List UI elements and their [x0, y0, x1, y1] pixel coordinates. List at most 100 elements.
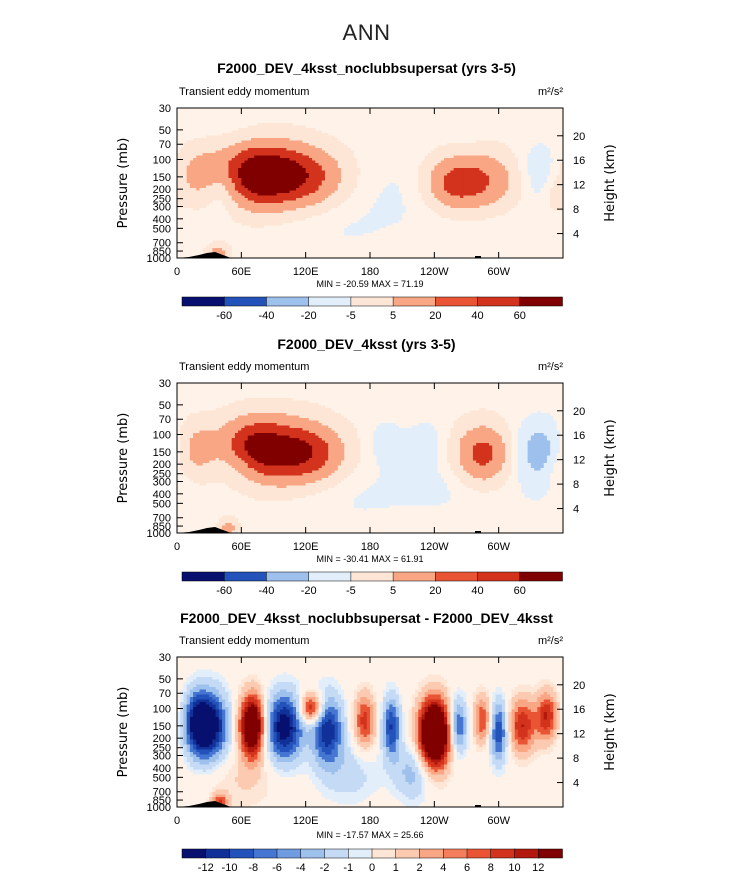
field-cell	[337, 130, 342, 134]
field-cell	[318, 158, 323, 162]
field-cell	[398, 168, 403, 172]
field-cell	[244, 148, 249, 152]
field-cell	[363, 133, 368, 137]
field-cell	[402, 173, 406, 177]
field-cell	[508, 133, 513, 137]
field-cell	[199, 163, 204, 167]
field-cell	[360, 130, 365, 134]
field-cell	[308, 210, 313, 214]
field-cell	[498, 185, 503, 189]
field-cell	[205, 208, 210, 212]
field-cell	[553, 125, 558, 129]
field-cell	[498, 158, 503, 162]
field-cell	[276, 173, 281, 177]
field-cell	[347, 183, 352, 187]
field-cell	[202, 198, 207, 202]
field-cell	[366, 125, 371, 129]
field-cell	[363, 208, 368, 212]
field-cell	[469, 200, 474, 204]
field-cell	[347, 143, 352, 147]
field-cell	[501, 123, 506, 127]
field-cell	[534, 163, 538, 167]
field-cell	[257, 190, 262, 194]
field-cell	[501, 113, 506, 117]
field-cell	[498, 143, 503, 147]
field-cell	[443, 155, 448, 159]
field-cell	[521, 185, 525, 189]
field-cell	[292, 150, 297, 154]
field-cell	[305, 143, 310, 147]
field-cell	[283, 140, 287, 144]
field-cell	[347, 148, 352, 152]
field-cell	[347, 118, 352, 122]
field-cell	[495, 118, 500, 122]
field-cell	[260, 193, 265, 197]
field-cell	[260, 138, 265, 142]
field-cell	[177, 180, 181, 184]
field-cell	[408, 153, 413, 157]
field-cell	[292, 110, 297, 114]
field-cell	[186, 128, 191, 132]
field-cell	[350, 143, 355, 147]
field-cell	[463, 128, 468, 132]
field-cell	[556, 198, 561, 202]
field-cell	[501, 163, 506, 167]
field-cell	[225, 150, 230, 154]
field-cell	[324, 163, 329, 167]
field-cell	[289, 173, 294, 177]
field-cell	[180, 155, 185, 159]
field-cell	[546, 180, 551, 184]
field-cell	[386, 160, 390, 164]
field-cell	[363, 163, 368, 167]
field-cell	[370, 185, 374, 189]
field-cell	[485, 170, 490, 174]
field-cell	[183, 145, 188, 149]
field-cell	[334, 203, 339, 207]
field-cell	[386, 110, 390, 114]
field-cell	[344, 200, 349, 204]
field-cell	[267, 148, 271, 152]
field-cell	[476, 198, 480, 202]
field-cell	[373, 155, 378, 159]
field-cell	[260, 113, 265, 117]
field-cell	[234, 203, 239, 207]
field-cell	[398, 208, 403, 212]
field-cell	[363, 143, 368, 147]
field-cell	[231, 203, 236, 207]
field-cell	[418, 160, 423, 164]
field-cell	[363, 198, 368, 202]
field-cell	[270, 185, 275, 189]
field-cell	[431, 165, 435, 169]
field-cell	[234, 180, 239, 184]
field-cell	[350, 145, 355, 149]
field-cell	[392, 120, 397, 124]
field-cell	[489, 120, 493, 124]
field-cell	[370, 178, 374, 182]
field-cell	[350, 160, 355, 164]
field-cell	[180, 205, 185, 209]
field-cell	[267, 163, 271, 167]
field-cell	[337, 125, 342, 129]
field-cell	[421, 180, 426, 184]
field-cell	[482, 110, 487, 114]
field-cell	[222, 108, 226, 112]
field-cell	[424, 143, 429, 147]
field-cell	[440, 198, 445, 202]
field-plot-1	[177, 108, 563, 258]
field-cell	[234, 140, 239, 144]
field-cell	[405, 148, 410, 152]
field-cell	[424, 158, 429, 162]
field-cell	[254, 170, 259, 174]
field-cell	[276, 125, 281, 129]
field-cell	[341, 200, 345, 204]
field-cell	[218, 115, 223, 119]
field-cell	[537, 133, 542, 137]
field-cell	[492, 193, 497, 197]
field-cell	[267, 185, 271, 189]
field-cell	[530, 115, 535, 119]
field-cell	[440, 165, 445, 169]
field-cell	[392, 193, 397, 197]
field-cell	[550, 135, 554, 139]
field-cell	[241, 183, 246, 187]
field-cell	[463, 125, 468, 129]
